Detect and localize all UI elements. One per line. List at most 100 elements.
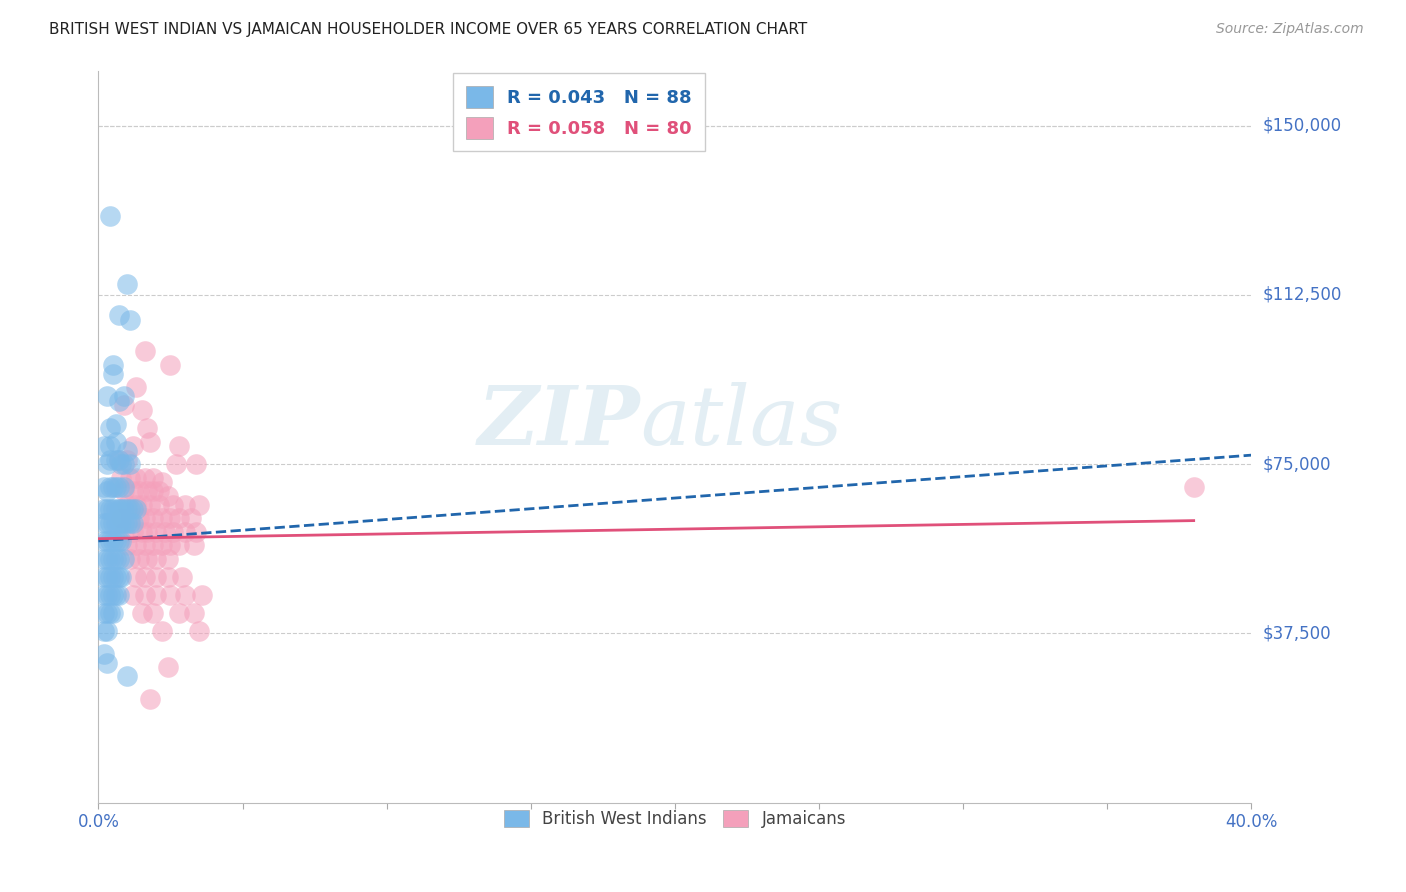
Point — [120, 552, 142, 566]
Point — [122, 439, 145, 453]
Point — [128, 552, 150, 566]
Point — [101, 588, 124, 602]
Point — [107, 588, 129, 602]
Point — [156, 570, 179, 584]
Point — [110, 533, 132, 548]
Point — [139, 692, 162, 706]
Point — [131, 498, 153, 512]
Point — [96, 533, 118, 548]
Point — [131, 403, 153, 417]
Point — [96, 502, 118, 516]
Point — [117, 538, 139, 552]
Point — [136, 552, 159, 566]
Point — [148, 498, 170, 512]
Point — [128, 484, 150, 499]
Point — [150, 475, 173, 490]
Point — [98, 606, 121, 620]
Point — [110, 570, 132, 584]
Text: $37,500: $37,500 — [1263, 624, 1331, 642]
Point — [96, 457, 118, 471]
Point — [148, 484, 170, 499]
Point — [120, 312, 142, 326]
Point — [110, 457, 132, 471]
Point — [104, 570, 127, 584]
Point — [96, 588, 118, 602]
Point — [104, 417, 127, 431]
Point — [134, 471, 156, 485]
Point — [93, 588, 115, 602]
Point — [122, 588, 145, 602]
Point — [93, 533, 115, 548]
Point — [101, 552, 124, 566]
Text: $112,500: $112,500 — [1263, 285, 1341, 304]
Point — [93, 647, 115, 661]
Point — [150, 624, 173, 639]
Point — [93, 502, 115, 516]
Point — [107, 452, 129, 467]
Point — [104, 533, 127, 548]
Point — [117, 516, 139, 530]
Point — [134, 538, 156, 552]
Point — [142, 471, 165, 485]
Point — [112, 524, 135, 539]
Point — [107, 394, 129, 409]
Point — [156, 489, 179, 503]
Point — [174, 498, 197, 512]
Point — [104, 434, 127, 449]
Text: $150,000: $150,000 — [1263, 117, 1341, 135]
Point — [98, 533, 121, 548]
Point — [167, 606, 190, 620]
Point — [104, 516, 127, 530]
Point — [117, 452, 139, 467]
Point — [156, 552, 179, 566]
Point — [120, 511, 142, 525]
Point — [125, 538, 148, 552]
Point — [136, 524, 159, 539]
Point — [98, 570, 121, 584]
Point — [104, 480, 127, 494]
Point — [96, 552, 118, 566]
Point — [159, 588, 181, 602]
Point — [159, 538, 181, 552]
Point — [98, 209, 121, 223]
Point — [104, 502, 127, 516]
Point — [117, 277, 139, 291]
Point — [142, 484, 165, 499]
Point — [101, 480, 124, 494]
Point — [134, 344, 156, 359]
Text: atlas: atlas — [640, 383, 842, 462]
Point — [96, 606, 118, 620]
Point — [110, 511, 132, 525]
Point — [93, 606, 115, 620]
Point — [122, 502, 145, 516]
Point — [120, 516, 142, 530]
Point — [142, 538, 165, 552]
Point — [122, 516, 145, 530]
Point — [134, 570, 156, 584]
Point — [101, 533, 124, 548]
Point — [93, 552, 115, 566]
Point — [112, 457, 135, 471]
Point — [117, 443, 139, 458]
Point — [136, 421, 159, 435]
Point — [107, 570, 129, 584]
Point — [125, 570, 148, 584]
Point — [145, 588, 167, 602]
Point — [112, 552, 135, 566]
Point — [131, 606, 153, 620]
Point — [93, 439, 115, 453]
Point — [122, 484, 145, 499]
Point — [107, 516, 129, 530]
Point — [167, 511, 190, 525]
Point — [107, 533, 129, 548]
Point — [174, 588, 197, 602]
Text: Source: ZipAtlas.com: Source: ZipAtlas.com — [1216, 22, 1364, 37]
Point — [96, 484, 118, 499]
Text: ZIP: ZIP — [478, 383, 640, 462]
Point — [93, 480, 115, 494]
Point — [167, 439, 190, 453]
Point — [98, 452, 121, 467]
Point — [165, 457, 187, 471]
Point — [153, 524, 176, 539]
Point — [188, 498, 211, 512]
